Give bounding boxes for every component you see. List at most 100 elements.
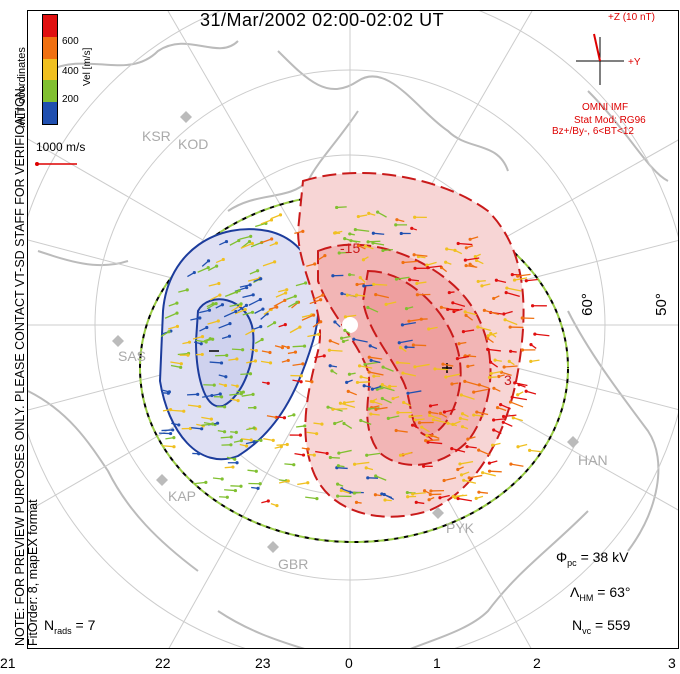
velocity-vector-origin xyxy=(315,432,319,436)
velocity-vector-origin xyxy=(468,237,472,241)
velocity-vector-origin xyxy=(254,469,258,473)
velocity-vector-origin xyxy=(284,291,288,295)
magnetic-pole xyxy=(342,317,358,333)
velocity-vector xyxy=(372,242,385,246)
coordinate-system-label: MLT coordinates xyxy=(16,47,28,128)
velocity-vector-origin xyxy=(337,451,341,455)
velocity-vector-origin xyxy=(343,236,347,241)
velocity-vector-origin xyxy=(348,232,352,236)
velocity-vector-origin xyxy=(215,421,220,425)
velocity-vector-origin xyxy=(508,325,512,329)
velocity-vector-origin xyxy=(225,353,229,357)
velocity-vector-origin xyxy=(299,380,303,384)
velocity-vector-origin xyxy=(529,342,533,347)
velocity-vector-origin xyxy=(488,360,493,364)
velocity-vector-origin xyxy=(306,447,310,451)
velocity-vector-origin xyxy=(533,332,537,336)
velocity-vector-origin xyxy=(239,439,243,443)
mlt-label-1: 1 xyxy=(433,655,441,671)
velocity-vector-origin xyxy=(175,311,179,315)
velocity-vector-origin xyxy=(333,320,337,324)
velocity-vector-origin xyxy=(278,213,283,217)
velocity-vector-origin xyxy=(386,416,390,421)
velocity-vector-origin xyxy=(444,375,448,379)
velocity-vector-origin xyxy=(271,438,275,442)
velocity-vector-origin xyxy=(492,386,496,390)
velocity-vector xyxy=(375,293,389,299)
velocity-vector-origin xyxy=(450,382,454,386)
velocity-vector xyxy=(209,294,221,301)
velocity-vector-origin xyxy=(301,229,305,233)
velocity-vector-origin xyxy=(524,279,528,283)
velocity-vector-origin xyxy=(504,290,508,295)
velocity-vector-origin xyxy=(175,301,179,305)
map-frame xyxy=(27,10,679,649)
velocity-vector-origin xyxy=(422,489,427,493)
velocity-vector xyxy=(164,312,178,319)
velocity-vector-origin xyxy=(251,329,255,333)
velocity-vector-origin xyxy=(401,371,405,375)
velocity-vector-origin xyxy=(239,302,243,306)
mlt-label-0: 0 xyxy=(345,655,353,671)
velocity-vector-origin xyxy=(354,500,359,504)
velocity-vector xyxy=(197,267,209,273)
velocity-vector xyxy=(461,394,475,400)
velocity-vector xyxy=(354,461,370,465)
velocity-vector xyxy=(451,448,466,453)
velocity-vector-origin xyxy=(458,416,462,420)
velocity-vector-origin xyxy=(374,293,378,297)
velocity-vector-origin xyxy=(401,260,405,265)
velocity-vector-origin xyxy=(340,336,344,340)
velocity-vector-origin xyxy=(402,400,406,405)
velocity-vector-origin xyxy=(520,348,525,352)
velocity-vector-origin xyxy=(362,384,366,388)
velocity-vector xyxy=(512,396,527,401)
velocity-vector xyxy=(234,308,246,315)
velocity-vector xyxy=(191,427,202,430)
velocity-vector-origin xyxy=(501,414,506,419)
velocity-vector-origin xyxy=(204,480,208,484)
velocity-vector-origin xyxy=(244,303,249,307)
velocity-vector xyxy=(400,451,412,456)
velocity-vector-origin xyxy=(340,292,344,296)
velocity-vector-origin xyxy=(286,345,290,350)
velocity-vector-origin xyxy=(234,309,238,314)
velocity-vector xyxy=(457,497,472,502)
imf-dial xyxy=(576,33,624,85)
velocity-vector-origin xyxy=(319,320,323,324)
mlt-label-2: 2 xyxy=(533,655,541,671)
velocity-vector-origin xyxy=(520,316,524,320)
colorbar-band-3 xyxy=(43,58,57,81)
velocity-vector-origin xyxy=(415,281,419,286)
velocity-vector xyxy=(229,240,240,246)
dusk-convection-cell xyxy=(158,228,320,461)
velocity-vector xyxy=(297,482,308,486)
velocity-vector-origin xyxy=(245,285,249,290)
velocity-vector-origin xyxy=(367,355,371,359)
velocity-vector-origin xyxy=(345,380,349,384)
velocity-vectors xyxy=(158,205,550,508)
velocity-vector-origin xyxy=(346,389,350,394)
imf-source: OMNI IMF xyxy=(582,102,629,113)
velocity-vector xyxy=(380,385,395,392)
velocity-vector xyxy=(414,254,428,257)
velocity-vector-origin xyxy=(476,279,480,284)
velocity-vector-origin xyxy=(298,325,302,329)
velocity-vector xyxy=(369,407,380,410)
station-pyk: PYK xyxy=(446,520,475,536)
station-kap: KAP xyxy=(168,488,197,504)
velocity-vector-origin xyxy=(200,352,204,357)
velocity-vector-origin xyxy=(408,414,412,419)
velocity-vector-origin xyxy=(359,375,363,379)
velocity-vector xyxy=(414,363,430,368)
velocity-vector xyxy=(336,467,348,470)
velocity-vector xyxy=(220,436,232,439)
velocity-vector-origin xyxy=(494,278,498,282)
velocity-vector-origin xyxy=(508,400,513,404)
colorbar-band-1 xyxy=(43,15,57,37)
velocity-vector-origin xyxy=(333,421,337,426)
velocity-vector-origin xyxy=(461,330,466,334)
velocity-vector xyxy=(514,382,528,387)
velocity-vector-origin xyxy=(282,416,287,420)
velocity-vector-origin xyxy=(361,258,366,262)
